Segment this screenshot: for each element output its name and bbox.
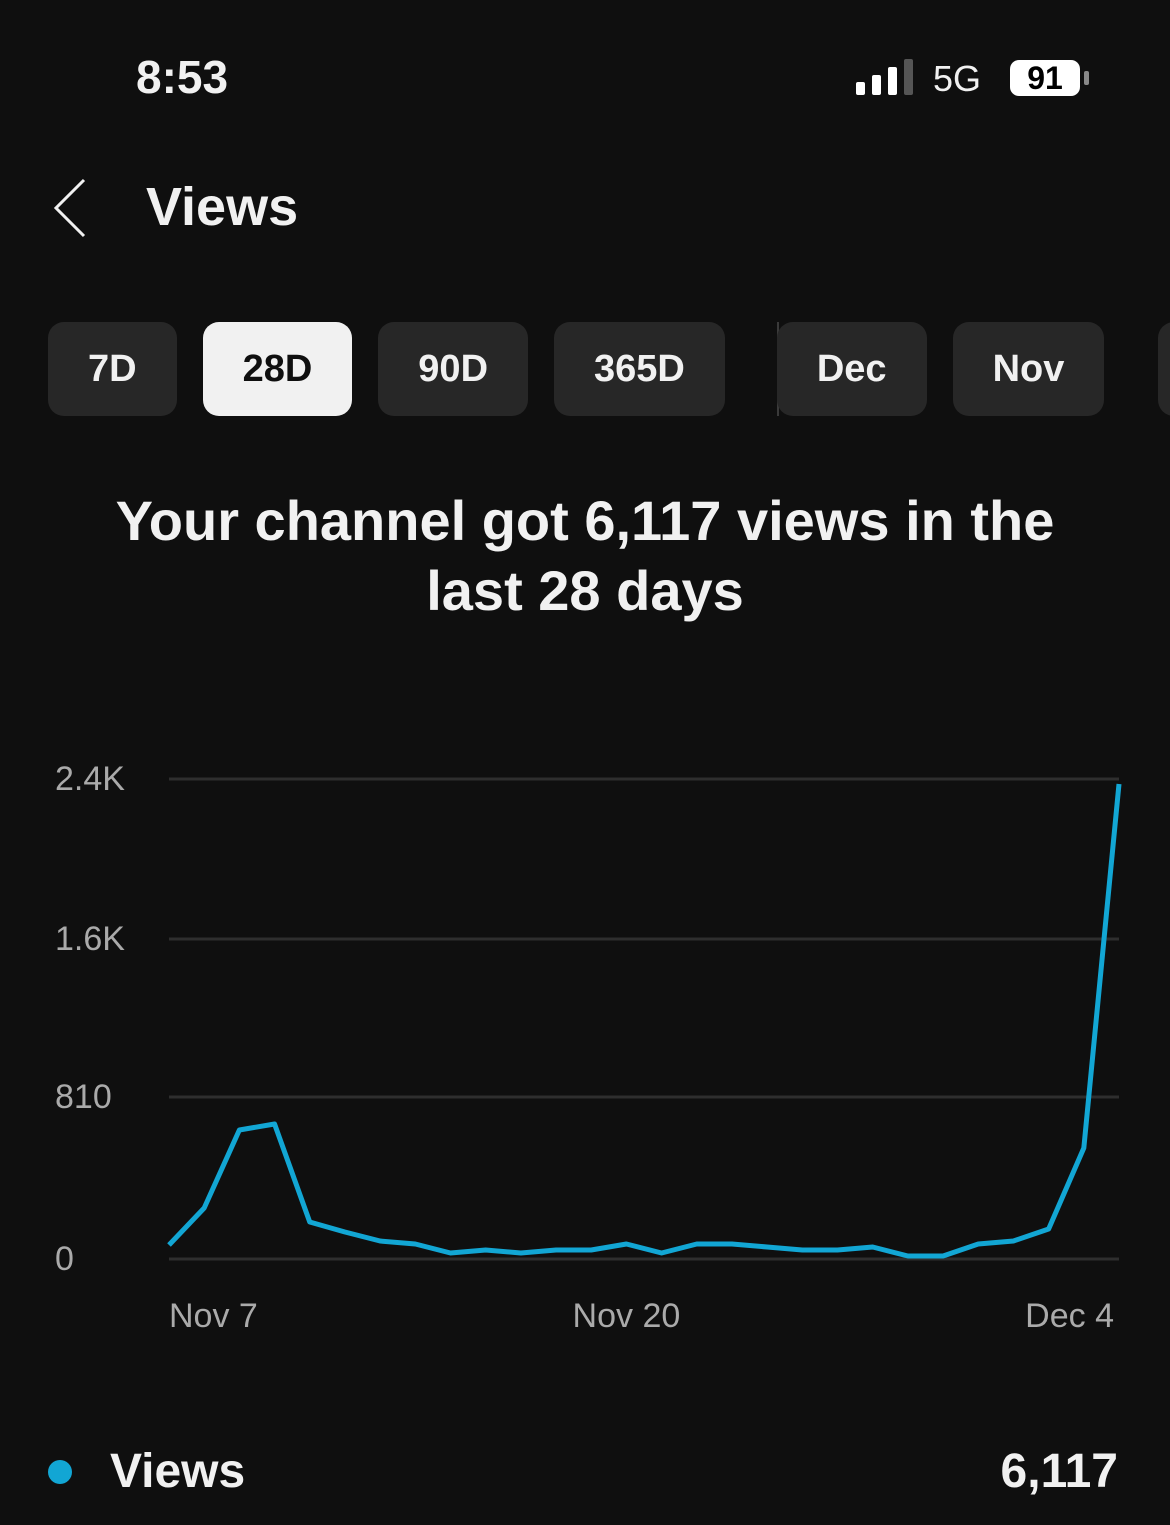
status-battery: 91 (1010, 60, 1080, 96)
tab[interactable]: Nov (952, 322, 1105, 416)
x-tick-label: Nov 20 (573, 1297, 681, 1335)
signal-icon (856, 59, 913, 95)
x-tick-label: Nov 7 (169, 1297, 258, 1335)
status-network: 5G (933, 58, 982, 99)
battery-tip (1084, 71, 1089, 85)
legend-name: Views (110, 1445, 246, 1498)
legend-dot (48, 1460, 72, 1484)
tab[interactable]: 90D (378, 322, 529, 416)
tab[interactable]: 7D (48, 322, 177, 416)
y-tick-label: 810 (55, 1078, 112, 1116)
tab-partial[interactable] (1158, 322, 1170, 416)
headline: Your channel got 6,117 views in the last… (115, 489, 1055, 622)
back-button[interactable] (53, 178, 86, 238)
y-tick-label: 2.4K (55, 760, 125, 798)
data-line (167, 783, 1122, 1259)
y-tick-label: 1.6K (55, 920, 125, 958)
tab[interactable]: 365D (554, 322, 725, 416)
tab[interactable]: 28D (202, 322, 353, 416)
tab-bar: 7D 28D 90D 365D Dec Nov (48, 322, 1105, 416)
x-tick-label: Dec 4 (1025, 1297, 1114, 1335)
legend-total: 6,117 (1000, 1445, 1118, 1498)
status-time: 8:53 (136, 51, 229, 103)
tab[interactable]: Dec (776, 322, 927, 416)
page-title: Views (146, 177, 299, 237)
y-tick-label: 0 (55, 1240, 74, 1278)
